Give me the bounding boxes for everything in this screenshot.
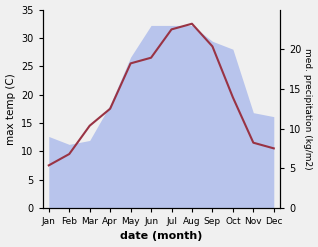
Y-axis label: med. precipitation (kg/m2): med. precipitation (kg/m2) [303, 48, 313, 169]
Y-axis label: max temp (C): max temp (C) [5, 73, 16, 144]
X-axis label: date (month): date (month) [120, 231, 203, 242]
